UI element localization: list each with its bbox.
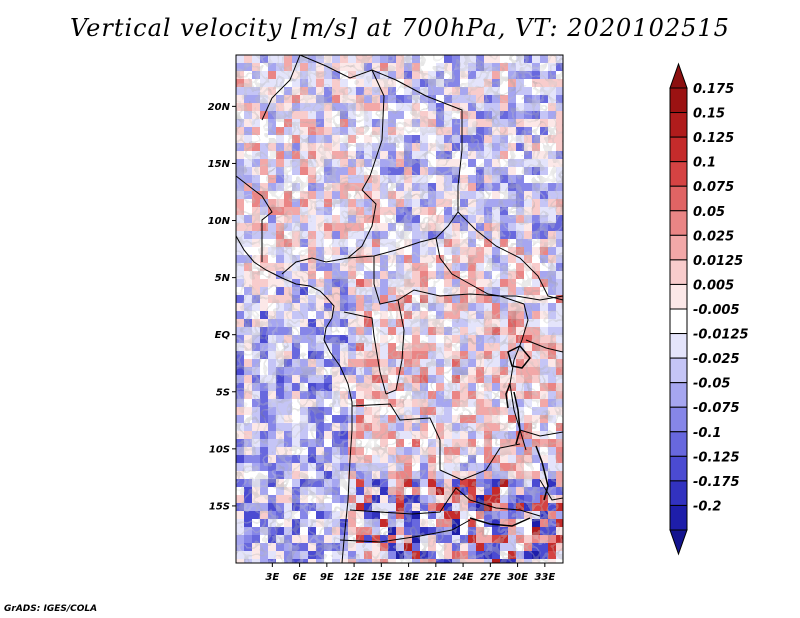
lat-tick-label: 10S xyxy=(209,444,230,455)
colorbar-swatch xyxy=(669,136,688,163)
colorbar-swatch xyxy=(669,357,688,384)
colorbar-label: 0.025 xyxy=(693,229,734,244)
colorbar-bottom-cap xyxy=(669,529,688,556)
lon-tick-label: 9E xyxy=(320,572,334,583)
colorbar-swatch xyxy=(669,480,688,506)
map-frame xyxy=(235,54,564,564)
lon-tick-label: 15E xyxy=(371,572,392,583)
lat-tick-label: 15N xyxy=(208,159,231,170)
colorbar-label: -0.05 xyxy=(693,377,730,392)
colorbar-swatch xyxy=(669,382,688,408)
lat-tick-label: 10N xyxy=(208,216,231,227)
software-credit: GrADS: IGES/COLA xyxy=(4,604,98,614)
lon-tick-label: 24E xyxy=(453,572,474,583)
lon-tick-label: 30E xyxy=(507,572,528,583)
colorbar-label: 0.125 xyxy=(693,131,734,146)
colorbar-swatch xyxy=(669,308,688,335)
colorbar-swatch xyxy=(669,333,688,359)
colorbar-label: 0.005 xyxy=(693,278,734,293)
lon-tick-label: 18E xyxy=(398,572,419,583)
lon-tick-label: 27E xyxy=(480,572,501,583)
colorbar-swatch xyxy=(669,504,688,531)
colorbar-label: -0.075 xyxy=(693,401,740,416)
colorbar-label: -0.0125 xyxy=(693,328,749,343)
colorbar-label: -0.025 xyxy=(693,352,740,367)
colorbar-label: 0.175 xyxy=(693,82,734,97)
lon-tick-label: 33E xyxy=(534,572,555,583)
map-plot-area xyxy=(236,55,563,563)
lat-tick-label: 5S xyxy=(216,387,230,398)
colorbar-swatch xyxy=(669,259,688,285)
lakes xyxy=(469,345,549,527)
colorbar-label: -0.175 xyxy=(693,475,740,490)
colorbar-swatch xyxy=(669,161,688,187)
colorbar-swatch xyxy=(669,431,688,457)
colorbar-label: -0.125 xyxy=(693,450,740,465)
colorbar-swatch xyxy=(669,112,688,138)
lon-tick-label: 21E xyxy=(425,572,446,583)
colorbar-swatch xyxy=(669,283,688,310)
colorbar-label: 0.0125 xyxy=(693,254,743,269)
lat-tick-label: 5N xyxy=(215,273,231,284)
latitude-axis: 20N 15N 10N 5N EQ 5S 10S 15S xyxy=(208,102,236,512)
colorbar-swatch xyxy=(669,210,688,236)
longitude-axis: 3E 6E 9E 12E 15E 18E 21E 24E 27E 30E 33E xyxy=(265,563,555,583)
colorbar-label: -0.005 xyxy=(693,303,740,318)
colorbar-label: -0.2 xyxy=(693,499,721,514)
lat-tick-label: EQ xyxy=(215,330,231,341)
lon-tick-label: 3E xyxy=(265,572,279,583)
colorbar-top-cap xyxy=(669,62,688,89)
page-title: Vertical velocity [m/s] at 700hPa, VT: 2… xyxy=(70,14,730,42)
colorbar-swatch xyxy=(669,234,688,261)
lon-tick-label: 12E xyxy=(344,572,365,583)
colorbar-swatch xyxy=(669,455,688,482)
colorbar-swatch xyxy=(669,87,688,114)
colorbar-label: 0.1 xyxy=(693,156,716,171)
colorbar-label: 0.15 xyxy=(693,107,725,122)
colorbar-label: 0.05 xyxy=(693,205,725,220)
colorbar-label: -0.1 xyxy=(693,426,721,441)
lat-tick-label: 20N xyxy=(208,102,231,113)
colorbar-label: 0.075 xyxy=(693,180,734,195)
lon-tick-label: 6E xyxy=(293,572,307,583)
lat-tick-label: 15S xyxy=(209,501,230,512)
colorbar-swatch xyxy=(669,406,688,433)
colorbar-swatch xyxy=(669,185,688,212)
colorbar: 0.175 0.15 0.125 0.1 0.075 0.05 0.025 0.0125 0.0… xyxy=(669,62,749,556)
